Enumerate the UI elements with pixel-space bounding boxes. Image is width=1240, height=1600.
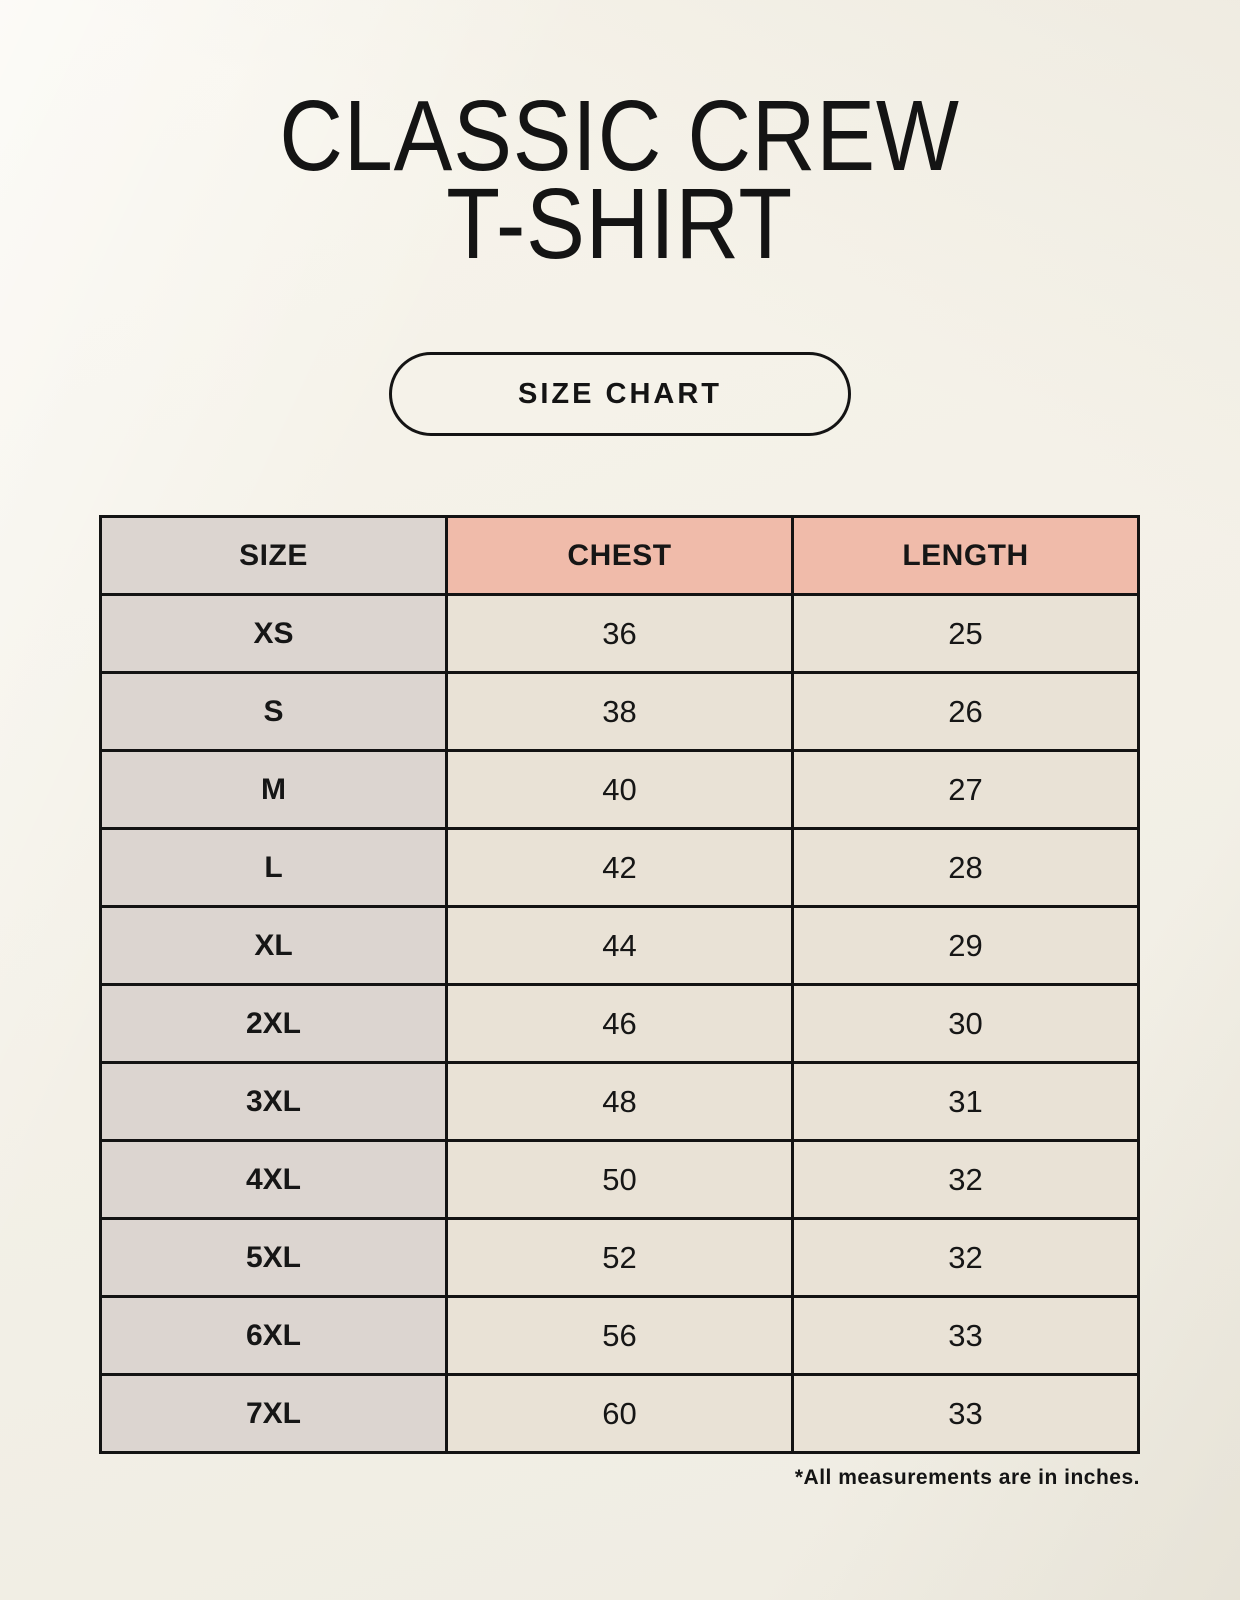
measurement-cell: 32 bbox=[791, 1139, 1140, 1220]
size-label-cell: 6XL bbox=[99, 1295, 448, 1376]
measurement-cell: 30 bbox=[791, 983, 1140, 1064]
size-label-cell: M bbox=[99, 749, 448, 830]
page-title-line1: CLASSIC CREW bbox=[279, 80, 961, 192]
measurement-cell: 27 bbox=[791, 749, 1140, 830]
table-row: 2XL 46 30 bbox=[99, 983, 1140, 1064]
measurement-cell: 52 bbox=[445, 1217, 794, 1298]
measurements-note: *All measurements are in inches. bbox=[794, 1466, 1140, 1489]
size-chart-table-body: XS 36 25 S 38 26 M 40 27 L 42 28 XL 44 29 2XL 46 30 3XL 48 3… bbox=[99, 593, 1140, 1454]
measurement-cell: 40 bbox=[445, 749, 794, 830]
measurement-cell: 38 bbox=[445, 671, 794, 752]
measurement-cell: 36 bbox=[445, 593, 794, 674]
size-label-cell: 2XL bbox=[99, 983, 448, 1064]
measurement-cell: 33 bbox=[791, 1373, 1140, 1454]
measurement-cell: 46 bbox=[445, 983, 794, 1064]
table-row: 5XL 52 32 bbox=[99, 1217, 1140, 1298]
measurement-cell: 56 bbox=[445, 1295, 794, 1376]
page-title-line2: T-SHIRT bbox=[446, 168, 794, 280]
column-header-chest: CHEST bbox=[445, 515, 794, 596]
measurement-cell: 50 bbox=[445, 1139, 794, 1220]
measurement-cell: 44 bbox=[445, 905, 794, 986]
table-row: M 40 27 bbox=[99, 749, 1140, 830]
measurement-cell: 33 bbox=[791, 1295, 1140, 1376]
header-row: SIZE CHEST LENGTH bbox=[99, 515, 1140, 596]
measurement-cell: 26 bbox=[791, 671, 1140, 752]
size-label-cell: S bbox=[99, 671, 448, 752]
measurement-cell: 28 bbox=[791, 827, 1140, 908]
table-row: 3XL 48 31 bbox=[99, 1061, 1140, 1142]
table-row: 4XL 50 32 bbox=[99, 1139, 1140, 1220]
button-row: SIZE CHART bbox=[0, 352, 1240, 436]
measurement-cell: 42 bbox=[445, 827, 794, 908]
table-row: S 38 26 bbox=[99, 671, 1140, 752]
measurement-cell: 25 bbox=[791, 593, 1140, 674]
measurement-cell: 32 bbox=[791, 1217, 1140, 1298]
size-chart-button-label: SIZE CHART bbox=[518, 377, 722, 410]
size-label-cell: 5XL bbox=[99, 1217, 448, 1298]
size-chart-button[interactable]: SIZE CHART bbox=[389, 352, 851, 436]
table-row: XS 36 25 bbox=[99, 593, 1140, 674]
page-title-text: CLASSIC CREW T-SHIRT bbox=[279, 80, 961, 280]
column-header-size: SIZE bbox=[99, 515, 448, 596]
table-row: XL 44 29 bbox=[99, 905, 1140, 986]
size-chart-table-head: SIZE CHEST LENGTH bbox=[99, 515, 1140, 596]
column-header-length: LENGTH bbox=[791, 515, 1140, 596]
size-chart-table: SIZE CHEST LENGTH XS 36 25 S 38 26 M 40 27 L 42 28 XL 4… bbox=[99, 515, 1140, 1454]
measurement-cell: 31 bbox=[791, 1061, 1140, 1142]
size-label-cell: 7XL bbox=[99, 1373, 448, 1454]
page-title: CLASSIC CREW T-SHIRT bbox=[0, 0, 1240, 280]
size-label-cell: L bbox=[99, 827, 448, 908]
measurement-cell: 60 bbox=[445, 1373, 794, 1454]
table-row: 6XL 56 33 bbox=[99, 1295, 1140, 1376]
table-row: 7XL 60 33 bbox=[99, 1373, 1140, 1454]
table-row: L 42 28 bbox=[99, 827, 1140, 908]
size-label-cell: 3XL bbox=[99, 1061, 448, 1142]
measurement-cell: 48 bbox=[445, 1061, 794, 1142]
size-label-cell: XS bbox=[99, 593, 448, 674]
measurement-cell: 29 bbox=[791, 905, 1140, 986]
size-label-cell: 4XL bbox=[99, 1139, 448, 1220]
size-label-cell: XL bbox=[99, 905, 448, 986]
